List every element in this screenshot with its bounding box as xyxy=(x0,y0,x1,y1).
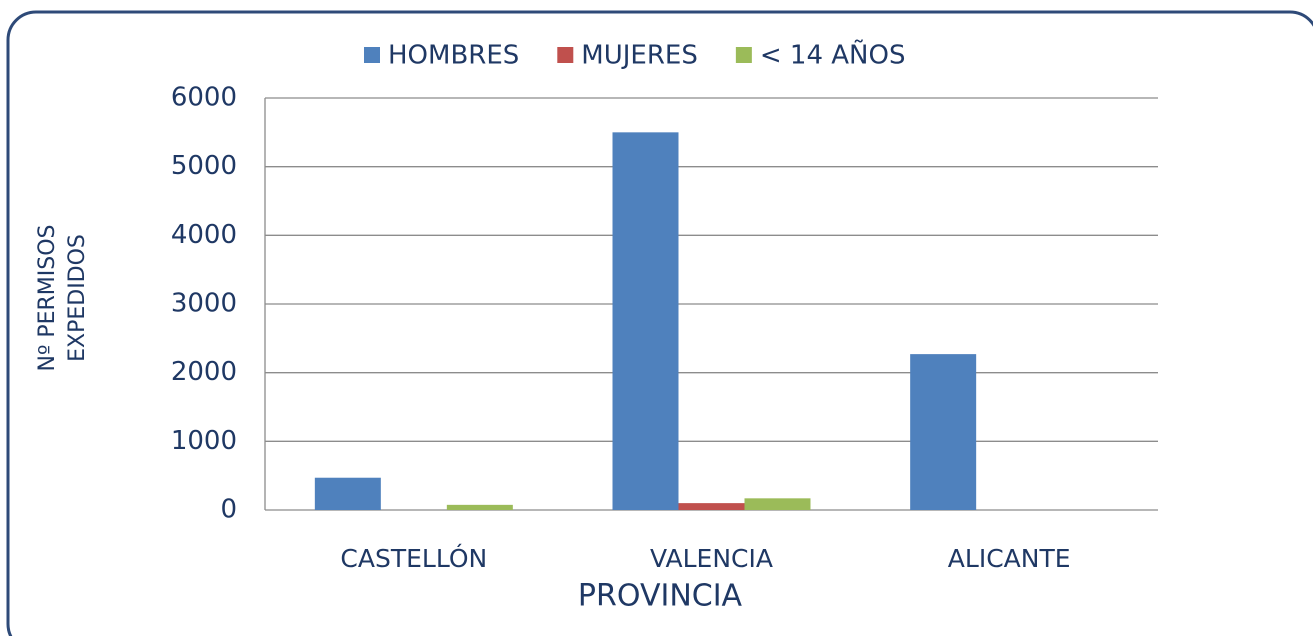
legend-swatch xyxy=(557,47,574,63)
bar xyxy=(612,132,679,511)
bar xyxy=(446,504,513,510)
legend-label: MUJERES xyxy=(581,41,698,71)
legend-swatch xyxy=(735,47,752,63)
bar xyxy=(910,354,977,510)
y-tick-label: 5000 xyxy=(171,151,237,181)
y-tick-label: 1000 xyxy=(171,426,237,456)
x-tick-label: ALICANTE xyxy=(948,544,1071,573)
y-axis-title: EXPEDIDOS xyxy=(65,234,90,362)
y-axis-title: Nº PERMISOS xyxy=(35,225,60,372)
legend-label: < 14 AÑOS xyxy=(760,39,906,71)
y-tick-label: 2000 xyxy=(171,357,237,387)
bar xyxy=(678,503,745,510)
x-tick-label: CASTELLÓN xyxy=(340,543,487,573)
legend-swatch xyxy=(364,47,380,63)
x-tick-label: VALENCIA xyxy=(650,544,773,573)
y-tick-label: 0 xyxy=(220,495,237,525)
y-tick-label: 6000 xyxy=(171,83,237,113)
bar xyxy=(744,498,811,510)
legend-label: HOMBRES xyxy=(388,41,519,71)
x-axis-title: PROVINCIA xyxy=(578,579,743,614)
y-tick-label: 3000 xyxy=(171,289,237,319)
bar xyxy=(314,477,381,510)
y-tick-label: 4000 xyxy=(171,220,237,250)
